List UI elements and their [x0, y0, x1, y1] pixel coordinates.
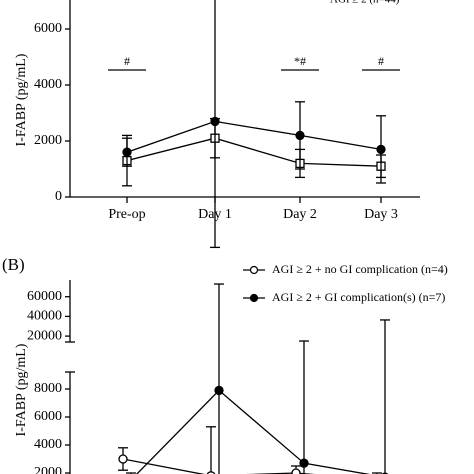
marker — [118, 454, 128, 464]
series-line — [126, 137, 382, 167]
marker — [210, 116, 220, 127]
y-tick-label: 40000 — [27, 309, 62, 324]
marker — [122, 147, 132, 157]
marker — [206, 471, 216, 474]
legend-marker — [249, 293, 259, 303]
y-tick-label: 6000 — [34, 21, 62, 36]
marker — [299, 458, 309, 468]
y-tick-label: 60000 — [27, 289, 62, 304]
series-line — [126, 120, 382, 153]
y-tick-label: 0 — [55, 189, 62, 204]
x-tick-label: Pre-op — [108, 207, 145, 222]
annotation: # — [124, 54, 130, 68]
marker — [214, 385, 224, 396]
legend-label: AGI ≥ 2 (n=44) — [330, 0, 400, 6]
y-tick-label: 4000 — [34, 437, 62, 452]
annotation: # — [378, 54, 384, 68]
y-tick-label: 4000 — [34, 77, 62, 92]
series-line — [135, 389, 371, 474]
marker — [376, 144, 386, 155]
y-axis-label: I-FABP (pg/mL) — [14, 343, 29, 436]
series-line — [122, 458, 316, 474]
x-tick-label: Day 3 — [364, 207, 398, 222]
legend-marker — [249, 265, 259, 275]
y-tick-label: 8000 — [34, 381, 62, 396]
x-tick-label: Day 2 — [283, 207, 317, 222]
legend-label: AGI ≥ 2 + GI complication(s) (n=7) — [272, 290, 445, 304]
y-tick-label: 2000 — [34, 133, 62, 148]
panel-label: (B) — [2, 255, 25, 274]
annotation: *# — [294, 54, 306, 68]
legend-label: AGI ≥ 2 + no GI complication (n=4) — [272, 262, 448, 276]
marker — [295, 130, 305, 141]
y-tick-label: 6000 — [34, 409, 62, 424]
y-tick-label: 2000 — [34, 465, 62, 474]
y-tick-label: 20000 — [27, 328, 62, 343]
marker — [291, 468, 301, 474]
y-axis-label: I-FABP (pg/mL) — [14, 53, 29, 146]
